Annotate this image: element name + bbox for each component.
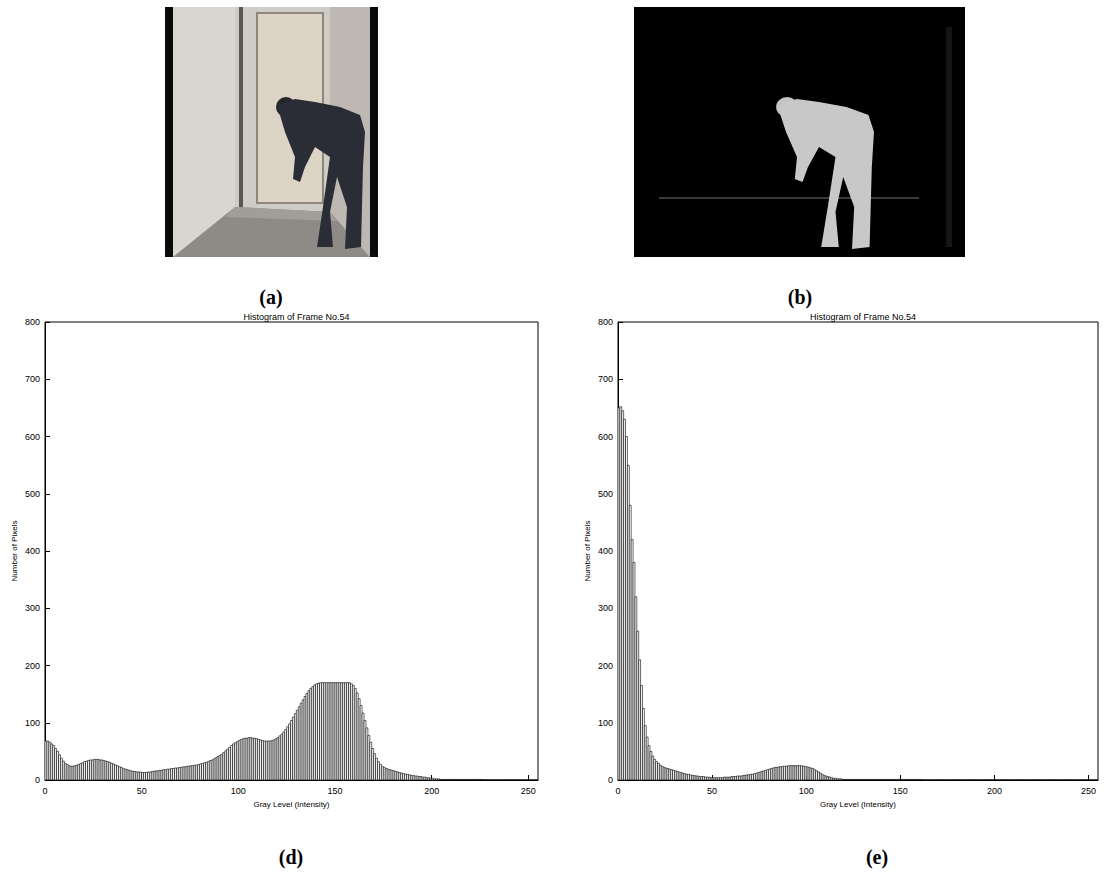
html-text:(e): (e) [865, 846, 889, 868]
svg-text:700: 700 [598, 374, 613, 384]
html-text:(a): (a) [259, 286, 283, 308]
svg-text:Number of Pixels: Number of Pixels [10, 521, 19, 582]
svg-text:300: 300 [598, 603, 613, 613]
svg-text:800: 800 [25, 317, 40, 327]
svg-text:600: 600 [598, 432, 613, 442]
svg-text:50: 50 [707, 786, 717, 796]
svg-text:400: 400 [598, 546, 613, 556]
html-text:(d): (d) [278, 846, 304, 868]
svg-text:700: 700 [25, 374, 40, 384]
svg-text:50: 50 [137, 786, 147, 796]
svg-text:250: 250 [521, 786, 536, 796]
svg-text:300: 300 [25, 603, 40, 613]
svg-text:200: 200 [987, 786, 1002, 796]
svg-text:500: 500 [25, 489, 40, 499]
svg-text:200: 200 [598, 661, 613, 671]
svg-text:Histogram of Frame No.54: Histogram of Frame No.54 [810, 312, 916, 322]
svg-text:Gray Level (Intensity): Gray Level (Intensity) [820, 800, 896, 809]
svg-text:Histogram of Frame No.54: Histogram of Frame No.54 [243, 312, 349, 322]
svg-text:0: 0 [35, 775, 40, 785]
svg-text:Gray Level (Intensity): Gray Level (Intensity) [253, 800, 329, 809]
svg-text:0: 0 [42, 786, 47, 796]
svg-text:100: 100 [598, 718, 613, 728]
svg-text:Number of Pixels: Number of Pixels [583, 521, 592, 582]
svg-text:500: 500 [598, 489, 613, 499]
html-text:(b): (b) [787, 286, 813, 308]
svg-text:0: 0 [608, 775, 613, 785]
svg-text:150: 150 [893, 786, 908, 796]
svg-text:800: 800 [598, 317, 613, 327]
svg-text:200: 200 [424, 786, 439, 796]
svg-text:100: 100 [25, 718, 40, 728]
svg-text:200: 200 [25, 661, 40, 671]
svg-text:250: 250 [1081, 786, 1096, 796]
svg-text:100: 100 [799, 786, 814, 796]
svg-text:0: 0 [615, 786, 620, 796]
svg-text:600: 600 [25, 432, 40, 442]
svg-text:150: 150 [327, 786, 342, 796]
svg-text:400: 400 [25, 546, 40, 556]
svg-text:100: 100 [231, 786, 246, 796]
